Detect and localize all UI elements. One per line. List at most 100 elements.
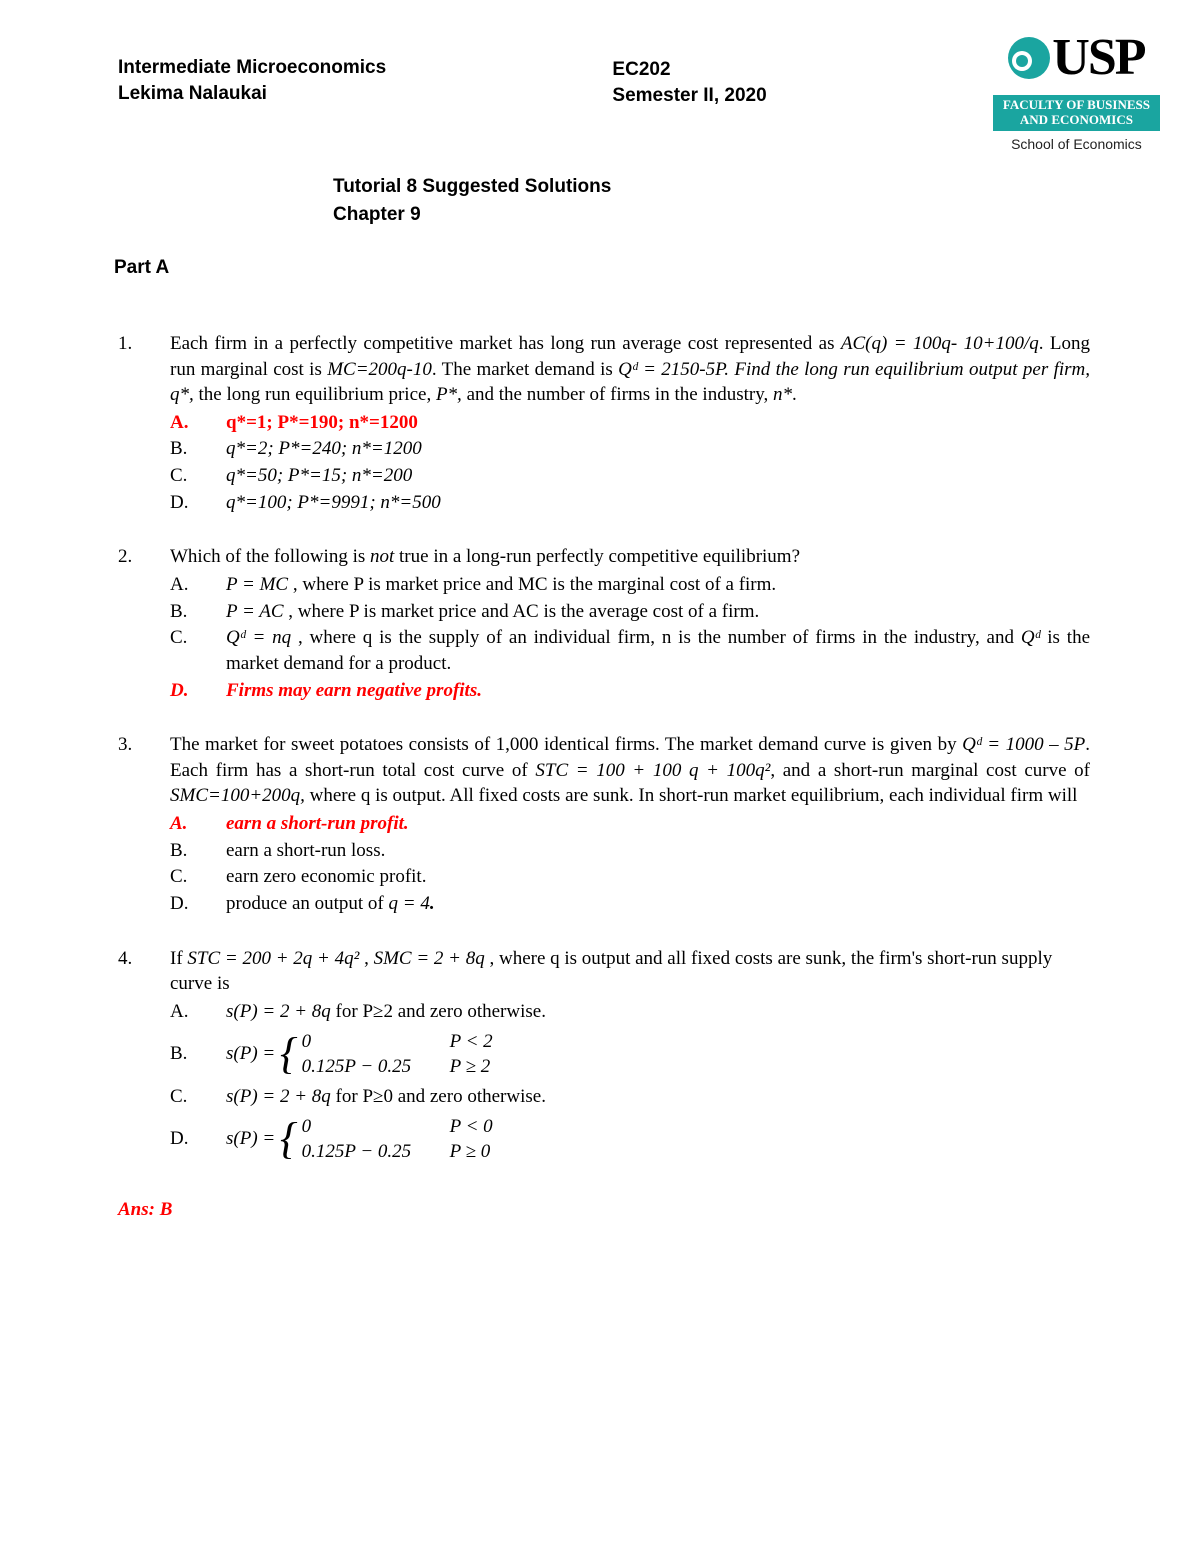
q4-a-pre: s(P) = 2 + 8q — [226, 1001, 331, 1022]
q1-mid2: . The market demand is — [432, 359, 618, 380]
q2-a-letter: A. — [170, 572, 226, 598]
q2-number: 2. — [118, 544, 170, 704]
q2-option-d: D. Firms may earn negative profits. — [170, 678, 1090, 704]
document-header: Intermediate Microeconomics Lekima Nalau… — [118, 55, 1090, 154]
q2-c-eq: Qᵈ = nq — [226, 627, 291, 648]
q3-c-text: earn zero economic profit. — [226, 864, 1090, 890]
question-1: 1. Each firm in a perfectly competitive … — [118, 331, 1090, 516]
q1-option-b: B. q*=2; P*=240; n*=1200 — [170, 436, 1090, 462]
q4-option-c: C. s(P) = 2 + 8q for P≥0 and zero otherw… — [170, 1084, 1090, 1110]
q3-option-d: D. produce an output of q = 4. — [170, 891, 1090, 917]
faculty-tag: FACULTY OF BUSINESS AND ECONOMICS — [993, 95, 1160, 131]
q4-b-c2b: P ≥ 2 — [450, 1054, 491, 1080]
q4-c-pre: s(P) = 2 + 8q — [226, 1086, 331, 1107]
author-name: Lekima Nalaukai — [118, 81, 386, 107]
q3-body: The market for sweet potatoes consists o… — [170, 732, 1090, 917]
q3-c-letter: C. — [170, 864, 226, 890]
chapter-line: Chapter 9 — [333, 202, 1090, 228]
q3-d-post: . — [430, 893, 435, 914]
q2-option-a: A. P = MC , where P is market price and … — [170, 572, 1090, 598]
q1-d-letter: D. — [170, 490, 226, 516]
q4-b-cases: { 0P < 2 0.125P − 0.25P ≥ 2 — [280, 1029, 493, 1080]
q2-a-post: , where P is market price and MC is the … — [288, 574, 776, 595]
usp-logo-text: USP — [1052, 23, 1144, 93]
answer-label: Ans: B — [118, 1197, 1090, 1223]
q1-b-text: q*=2; P*=240; n*=1200 — [226, 436, 1090, 462]
q3-d-pre: produce an output of — [226, 893, 389, 914]
q3-a-text: earn a short-run profit. — [226, 811, 1090, 837]
q4-d-lhs: s(P) = — [226, 1128, 280, 1149]
q1-option-d: D. q*=100; P*=9991; n*=500 — [170, 490, 1090, 516]
logo-block: USP FACULTY OF BUSINESS AND ECONOMICS Sc… — [993, 23, 1160, 154]
q4-option-d: D. s(P) = { 0P < 0 0.125P − 0.25P ≥ 0 — [170, 1114, 1090, 1165]
semester: Semester II, 2020 — [612, 83, 766, 109]
q3-qd: Qᵈ = 1000 – 5P — [962, 734, 1085, 755]
q3-number: 3. — [118, 732, 170, 917]
question-3: 3. The market for sweet potatoes consist… — [118, 732, 1090, 917]
q1-b-letter: B. — [170, 436, 226, 462]
q4-d-letter: D. — [170, 1126, 226, 1152]
q1-ac: AC(q) = 100q- 10+100/q — [841, 333, 1039, 354]
q2-c-qd: Qᵈ — [1021, 627, 1041, 648]
faculty-line1: FACULTY OF BUSINESS — [1003, 98, 1150, 113]
q4-number: 4. — [118, 946, 170, 1169]
q2-b-eq: P = AC — [226, 601, 284, 622]
q4-option-a: A. s(P) = 2 + 8q for P≥2 and zero otherw… — [170, 999, 1090, 1025]
q3-a-letter: A. — [170, 811, 226, 837]
q2-c-post1: , where q is the supply of an individual… — [291, 627, 1021, 648]
q1-mc: MC=200q-10 — [327, 359, 432, 380]
q2-c-letter: C. — [170, 625, 226, 676]
q3-d-eq: q = 4 — [389, 893, 430, 914]
q2-d-letter: D. — [170, 678, 226, 704]
q2-d-text: Firms may earn negative profits. — [226, 678, 1090, 704]
header-mid: EC202 Semester II, 2020 — [612, 55, 766, 108]
q4-body: If STC = 200 + 2q + 4q² , SMC = 2 + 8q ,… — [170, 946, 1090, 1169]
q1-nstar: n* — [773, 384, 792, 405]
q4-c-post: for P≥0 and zero otherwise. — [331, 1086, 546, 1107]
q2-body: Which of the following is not true in a … — [170, 544, 1090, 704]
q4-b-c1a: 0 — [302, 1029, 432, 1055]
faculty-line2: AND ECONOMICS — [1003, 113, 1150, 128]
q1-option-a: A. q*=1; P*=190; n*=1200 — [170, 410, 1090, 436]
q4-d-c2a: 0.125P − 0.25 — [302, 1139, 432, 1165]
q4-smc: SMC = 2 + 8q — [374, 948, 485, 969]
q2-option-c: C. Qᵈ = nq , where q is the supply of an… — [170, 625, 1090, 676]
tutorial-title: Tutorial 8 Suggested Solutions — [333, 174, 1090, 200]
q3-option-a: A. earn a short-run profit. — [170, 811, 1090, 837]
question-2: 2. Which of the following is not true in… — [118, 544, 1090, 704]
q4-d-cases: { 0P < 0 0.125P − 0.25P ≥ 0 — [280, 1114, 493, 1165]
q3-stem3: , and a short-run marginal cost curve of — [770, 760, 1090, 781]
q1-option-c: C. q*=50; P*=15; n*=200 — [170, 463, 1090, 489]
q4-a-letter: A. — [170, 999, 226, 1025]
q3-b-text: earn a short-run loss. — [226, 838, 1090, 864]
q1-body: Each firm in a perfectly competitive mar… — [170, 331, 1090, 516]
usp-logo-icon — [1008, 37, 1050, 79]
q1-text2: the long run equilibrium price, — [194, 384, 436, 405]
course-title: Intermediate Microeconomics — [118, 55, 386, 81]
q4-b-lhs: s(P) = — [226, 1043, 280, 1064]
q3-stem4: where q is output. All fixed costs are s… — [305, 785, 1078, 806]
q2-option-b: B. P = AC , where P is market price and … — [170, 599, 1090, 625]
q4-b-c1b: P < 2 — [450, 1029, 493, 1055]
q1-qd: Qᵈ = 2150-5P — [618, 359, 724, 380]
course-code: EC202 — [612, 57, 766, 83]
q2-b-letter: B. — [170, 599, 226, 625]
q1-end: . Find the long run equilibrium output p… — [724, 359, 1090, 380]
school-name: School of Economics — [1011, 135, 1142, 154]
q2-stem-pre: Which of the following is — [170, 546, 370, 567]
q1-pstar: P*, — [436, 384, 462, 405]
q3-d-letter: D. — [170, 891, 226, 917]
q1-text: Each firm in a perfectly competitive mar… — [170, 333, 841, 354]
q2-stem-post: true in a long-run perfectly competitive… — [394, 546, 800, 567]
part-a-label: Part A — [114, 255, 1090, 281]
q4-d-c1b: P < 0 — [450, 1114, 493, 1140]
q2-b-post: , where P is market price and AC is the … — [284, 601, 760, 622]
q4-stc: STC = 200 + 2q + 4q² — [187, 948, 359, 969]
q3-stem1: The market for sweet potatoes consists o… — [170, 734, 962, 755]
question-4: 4. If STC = 200 + 2q + 4q² , SMC = 2 + 8… — [118, 946, 1090, 1169]
q4-d-c2b: P ≥ 0 — [450, 1139, 491, 1165]
q1-a-letter: A. — [170, 410, 226, 436]
q1-c-letter: C. — [170, 463, 226, 489]
q3-option-c: C. earn zero economic profit. — [170, 864, 1090, 890]
header-left: Intermediate Microeconomics Lekima Nalau… — [118, 55, 386, 106]
